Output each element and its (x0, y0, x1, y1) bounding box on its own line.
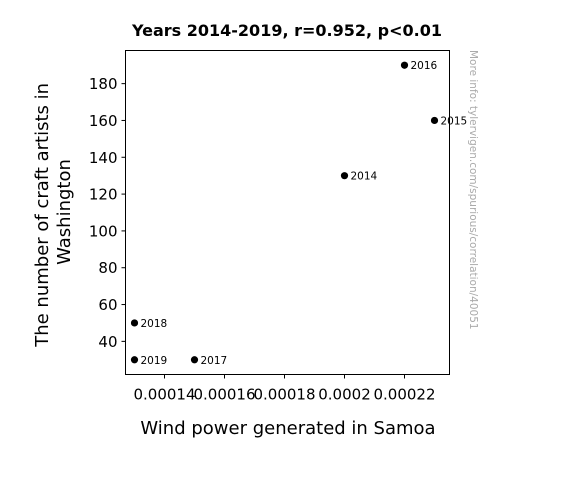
x-tick-label: 0.00018 (253, 386, 315, 404)
data-point-label-2019: 2019 (141, 355, 168, 367)
plot-area-frame (125, 50, 450, 375)
x-tick-label: 0.00022 (373, 386, 435, 404)
data-point-label-2015: 2015 (441, 115, 468, 127)
data-point-label-2018: 2018 (141, 318, 168, 330)
data-point-2015 (430, 116, 439, 125)
y-tick-label: 80 (98, 259, 117, 277)
y-tick-label: 40 (98, 333, 117, 351)
data-point-2018 (130, 319, 139, 327)
x-tick-label: 0.00016 (193, 386, 255, 404)
y-tick-label: 100 (89, 222, 118, 240)
data-point-2019 (130, 356, 139, 364)
y-tick-label: 60 (98, 296, 117, 314)
y-axis-label-line-2: Washington (54, 159, 75, 265)
x-tick-label: 0.0002 (318, 386, 371, 404)
data-point-label-2016: 2016 (411, 60, 438, 72)
y-axis-ticks: 40 60 80 100 120 140 160 180 (89, 75, 126, 351)
data-point-2014 (340, 172, 349, 180)
data-points: 2014 2015 2016 2017 2018 2019 (130, 60, 468, 367)
data-point-2016 (400, 61, 409, 69)
y-tick-label: 180 (89, 75, 118, 93)
data-point-label-2014: 2014 (351, 171, 378, 183)
data-point-label-2017: 2017 (201, 355, 228, 367)
x-axis-label: Wind power generated in Samoa (140, 418, 435, 439)
y-tick-label: 140 (89, 149, 118, 167)
y-axis-label-line-1: The number of craft artists in (32, 83, 53, 348)
data-point-2017 (190, 356, 199, 364)
y-tick-label: 160 (89, 112, 118, 130)
y-axis-label: The number of craft artists in Washingto… (32, 77, 75, 348)
y-tick-label: 120 (89, 186, 118, 204)
x-tick-label: 0.00014 (133, 386, 195, 404)
watermark-text: More info: tylervigen.com/spurious/corre… (467, 50, 479, 330)
chart-title: Years 2014-2019, r=0.952, p<0.01 (131, 21, 442, 40)
